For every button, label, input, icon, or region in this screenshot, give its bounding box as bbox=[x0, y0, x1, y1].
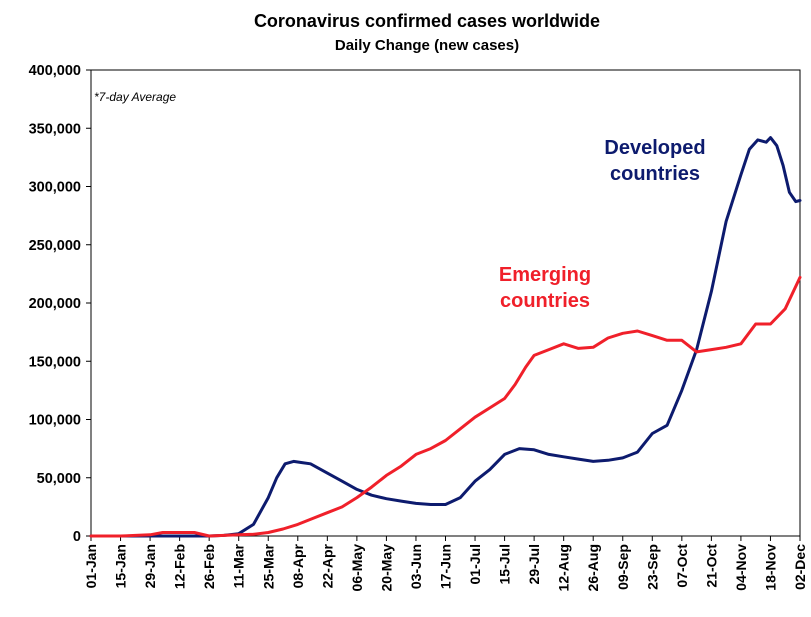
x-tick-label: 29-Jan bbox=[142, 544, 158, 588]
chart-subtitle: Daily Change (new cases) bbox=[335, 37, 519, 54]
y-tick-label: 150,000 bbox=[29, 354, 81, 370]
series-layer bbox=[89, 136, 802, 538]
x-tick-label: 29-Jul bbox=[526, 544, 542, 584]
x-axis: 01-Jan 15-Jan 29-Jan 12-Feb 26-Feb 11-Mar 25-M… bbox=[83, 536, 808, 591]
x-tick-label: 01-Jan bbox=[83, 544, 99, 588]
x-tick-label: 22-Apr bbox=[319, 543, 335, 588]
x-tick-label: 20-May bbox=[378, 544, 394, 592]
y-tick-label: 350,000 bbox=[29, 121, 81, 137]
y-tick-label: 200,000 bbox=[29, 296, 81, 312]
x-tick-label: 23-Sep bbox=[644, 544, 660, 590]
x-tick-label: 01-Jul bbox=[467, 544, 483, 584]
x-tick-label: 09-Sep bbox=[615, 544, 631, 590]
x-tick-label: 26-Aug bbox=[585, 544, 601, 591]
y-tick-label: 250,000 bbox=[29, 238, 81, 254]
x-tick-label: 17-Jun bbox=[438, 544, 454, 589]
x-tick-label: 26-Feb bbox=[201, 544, 217, 589]
y-tick-label: 0 bbox=[73, 529, 81, 545]
series-label-line: Emerging bbox=[499, 264, 591, 286]
series-label-layer: Developed countries Emerging countries bbox=[499, 137, 706, 312]
x-tick-label: 21-Oct bbox=[703, 544, 719, 588]
y-tick-label: 400,000 bbox=[29, 63, 81, 79]
series-line-developed bbox=[89, 136, 802, 538]
x-tick-label: 15-Jan bbox=[113, 544, 129, 588]
y-tick-label: 100,000 bbox=[29, 413, 81, 429]
x-tick-label: 08-Apr bbox=[290, 543, 306, 588]
y-tick-label: 300,000 bbox=[29, 180, 81, 196]
series-line-emerging bbox=[89, 275, 802, 538]
series-label-line: countries bbox=[500, 290, 590, 312]
x-tick-label: 15-Jul bbox=[497, 544, 513, 584]
x-tick-label: 12-Feb bbox=[172, 544, 188, 589]
series-label-emerging: Emerging countries bbox=[499, 264, 591, 312]
y-axis: 0 50,000 100,000 150,000 200,000 250,000 300,0… bbox=[29, 63, 91, 545]
series-label-line: countries bbox=[610, 163, 700, 185]
x-tick-label: 18-Nov bbox=[762, 544, 778, 591]
x-tick-label: 04-Nov bbox=[733, 544, 749, 591]
x-tick-label: 07-Oct bbox=[674, 544, 690, 588]
x-tick-label: 12-Aug bbox=[556, 544, 572, 591]
x-tick-label: 03-Jun bbox=[408, 544, 424, 589]
average-note: *7-day Average bbox=[94, 90, 176, 104]
x-tick-label: 06-May bbox=[349, 544, 365, 592]
x-tick-label: 25-Mar bbox=[260, 543, 276, 589]
y-tick-label: 50,000 bbox=[37, 471, 81, 487]
series-label-developed: Developed countries bbox=[604, 137, 705, 185]
chart-title: Coronavirus confirmed cases worldwide bbox=[254, 11, 600, 31]
x-tick-label: 11-Mar bbox=[231, 543, 247, 588]
x-tick-label: 02-Dec bbox=[792, 544, 808, 590]
series-label-line: Developed bbox=[604, 137, 705, 159]
